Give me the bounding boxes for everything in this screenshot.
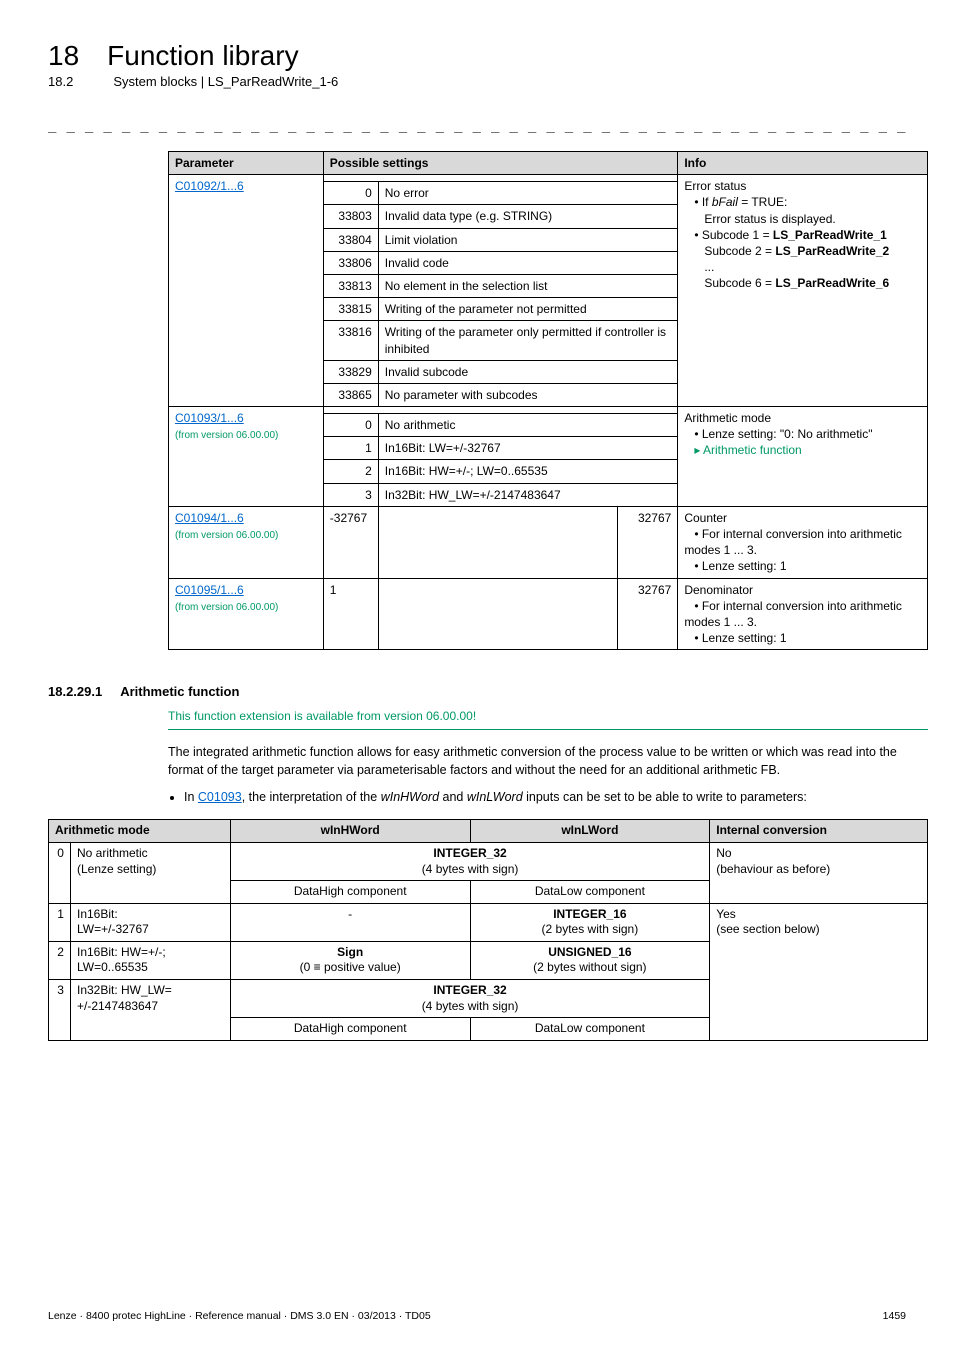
merged-cell: INTEGER_32(4 bytes with sign)	[230, 980, 709, 1018]
code-cell: 2	[323, 460, 378, 483]
code-cell: 1	[323, 437, 378, 460]
info-line: • If bFail = TRUE:	[684, 195, 787, 209]
info-line: • For internal conversion into arithmeti…	[684, 527, 902, 557]
lw-cell: INTEGER_16(2 bytes with sign)	[470, 903, 710, 941]
code-cell: 33865	[323, 383, 378, 406]
th-info: Info	[678, 152, 928, 175]
th-arith-mode: Arithmetic mode	[49, 820, 231, 843]
info-arith-mode: Arithmetic mode	[684, 411, 771, 425]
desc-cell: In16Bit: LW=+/-32767	[378, 437, 678, 460]
lw-cell: UNSIGNED_16(2 bytes without sign)	[470, 941, 710, 979]
from-version: (from version 06.00.00)	[175, 430, 278, 441]
desc-cell: Invalid data type (e.g. STRING)	[378, 205, 678, 228]
info-line: • Lenze setting: "0: No arithmetic"	[684, 427, 872, 441]
green-rule	[168, 729, 928, 730]
desc-cell: Writing of the parameter not permitted	[378, 298, 678, 321]
conv-cell: No(behaviour as before)	[710, 842, 928, 903]
body-list: In C01093, the interpretation of the wIn…	[168, 789, 928, 807]
desc-cell: In16Bit: HW=+/-; LW=0..65535	[378, 460, 678, 483]
section-number: 18.2	[48, 74, 73, 89]
sub-cell: DataHigh component	[230, 881, 470, 904]
mid-cell	[378, 506, 618, 578]
hw-cell: Sign(0 ≡ positive value)	[230, 941, 470, 979]
min-cell: -32767	[323, 506, 378, 578]
link-arith-func[interactable]: ▸ Arithmetic function	[684, 443, 801, 457]
code-cell: 33803	[323, 205, 378, 228]
info-line: • Lenze setting: 1	[684, 559, 786, 573]
max-cell: 32767	[618, 506, 678, 578]
desc-cell: No parameter with subcodes	[378, 383, 678, 406]
desc-cell: Invalid subcode	[378, 360, 678, 383]
desc-cell: Invalid code	[378, 251, 678, 274]
info-line: Subcode 2 = LS_ParReadWrite_2	[684, 244, 889, 258]
separator-dashes: _ _ _ _ _ _ _ _ _ _ _ _ _ _ _ _ _ _ _ _ …	[48, 117, 906, 133]
subsection-number: 18.2.29.1	[48, 684, 102, 699]
mid-cell	[378, 578, 618, 650]
body-paragraph: The integrated arithmetic function allow…	[168, 744, 928, 779]
code-cell: 33829	[323, 360, 378, 383]
link-c01094[interactable]: C01094/1...6	[175, 511, 244, 525]
code-cell: 33816	[323, 321, 378, 360]
idx-cell: 1	[49, 903, 71, 941]
sub-cell: DataHigh component	[230, 1018, 470, 1041]
th-possible-settings: Possible settings	[323, 152, 678, 175]
code-cell: 33804	[323, 228, 378, 251]
info-line: • For internal conversion into arithmeti…	[684, 599, 902, 629]
min-cell: 1	[323, 578, 378, 650]
link-c01093-text[interactable]: C01093	[198, 790, 242, 804]
mode-cell: No arithmetic(Lenze setting)	[70, 842, 230, 903]
list-item: In C01093, the interpretation of the wIn…	[184, 789, 928, 807]
th-parameter: Parameter	[169, 152, 324, 175]
footer-left: Lenze · 8400 protec HighLine · Reference…	[48, 1310, 431, 1322]
code-cell: 33815	[323, 298, 378, 321]
chapter-number: 18	[48, 40, 79, 72]
from-version: (from version 06.00.00)	[175, 530, 278, 541]
info-counter: Counter	[684, 511, 727, 525]
code-cell: 0	[323, 414, 378, 437]
info-line: • Lenze setting: 1	[684, 631, 786, 645]
page-number: 1459	[883, 1310, 906, 1322]
chapter-title: Function library	[107, 40, 298, 72]
th-winlword: wInLWord	[470, 820, 710, 843]
max-cell: 32767	[618, 578, 678, 650]
link-c01095[interactable]: C01095/1...6	[175, 583, 244, 597]
info-line: Error status is displayed.	[684, 212, 835, 226]
code-cell: 0	[323, 182, 378, 205]
hw-cell: -	[230, 903, 470, 941]
th-internal-conv: Internal conversion	[710, 820, 928, 843]
link-c01092[interactable]: C01092/1...6	[175, 179, 244, 193]
info-line: ...	[684, 260, 714, 274]
code-cell: 33813	[323, 274, 378, 297]
subsection-title: Arithmetic function	[120, 684, 239, 699]
desc-cell: Limit violation	[378, 228, 678, 251]
idx-cell: 2	[49, 941, 71, 979]
desc-cell: No error	[378, 182, 678, 205]
code-cell: 33806	[323, 251, 378, 274]
sub-cell: DataLow component	[470, 881, 710, 904]
desc-cell: No arithmetic	[378, 414, 678, 437]
from-version: (from version 06.00.00)	[175, 602, 278, 613]
info-line: • Subcode 1 = LS_ParReadWrite_1	[684, 228, 886, 242]
parameter-table: Parameter Possible settings Info C01092/…	[168, 151, 928, 650]
idx-cell: 3	[49, 980, 71, 1041]
idx-cell: 0	[49, 842, 71, 903]
mode-cell: In16Bit:LW=+/-32767	[70, 903, 230, 941]
th-winhword: wInHWord	[230, 820, 470, 843]
merged-cell: INTEGER_32(4 bytes with sign)	[230, 842, 709, 880]
sub-cell: DataLow component	[470, 1018, 710, 1041]
desc-cell: Writing of the parameter only permitted …	[378, 321, 678, 360]
mode-cell: In16Bit: HW=+/-;LW=0..65535	[70, 941, 230, 979]
info-line: Subcode 6 = LS_ParReadWrite_6	[684, 276, 889, 290]
info-denominator: Denominator	[684, 583, 753, 597]
info-error-status: Error status	[684, 179, 746, 193]
desc-cell: In32Bit: HW_LW=+/-2147483647	[378, 483, 678, 506]
desc-cell: No element in the selection list	[378, 274, 678, 297]
section-title: System blocks | LS_ParReadWrite_1-6	[113, 74, 338, 89]
mode-cell: In32Bit: HW_LW=+/-2147483647	[70, 980, 230, 1041]
link-c01093[interactable]: C01093/1...6	[175, 411, 244, 425]
code-cell: 3	[323, 483, 378, 506]
conv-cell: Yes(see section below)	[710, 903, 928, 1040]
arithmetic-table: Arithmetic mode wInHWord wInLWord Intern…	[48, 819, 928, 1041]
version-note: This function extension is available fro…	[168, 709, 906, 723]
